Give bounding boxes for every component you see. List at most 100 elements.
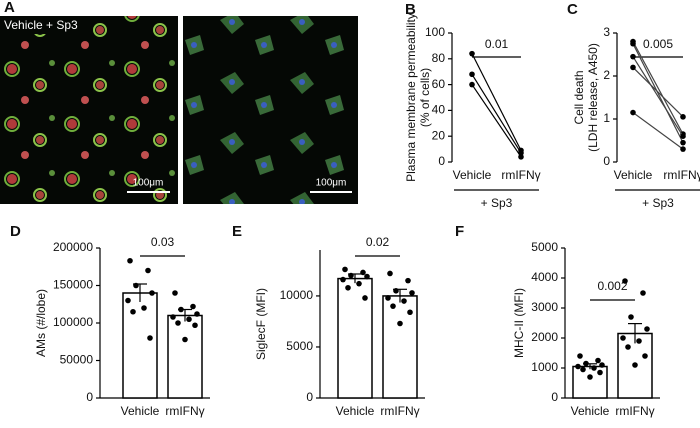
y-tick-label: 80 [432,51,446,65]
data-point [178,306,184,313]
data-point [644,326,650,332]
y-tick-label: 50000 [60,353,94,367]
data-point [130,308,136,315]
y-tick-label: 2 [603,68,610,82]
y-axis-label: SiglecF (MFI) [254,288,268,360]
data-point [599,362,605,368]
x-tick-label: rmIFNγ [501,168,540,182]
p-value: 0.002 [597,279,627,293]
panel-letter: C [567,1,578,18]
data-point [640,290,646,296]
data-point [636,338,642,344]
paired-line [632,41,684,135]
data-point [680,114,686,120]
y-tick-label: 0 [86,390,93,404]
y-axis-label: AMs (#/lobe) [34,289,48,357]
data-point [630,64,636,71]
y-axis-label: Plasma membrane permeability [404,13,418,182]
data-point [595,357,601,364]
data-point [345,284,351,291]
data-point [362,295,368,301]
y-axis-label: MHC-II (MFI) [512,288,526,358]
data-point [348,272,354,279]
data-point [632,362,638,368]
x-tick-label: Vehicle [614,168,653,182]
data-point [360,269,366,276]
data-point [385,295,391,301]
data-point [186,316,192,323]
data-point [680,139,686,146]
y-tick-label: 0 [306,390,313,404]
micrograph-cells [0,16,178,204]
data-point [172,290,178,296]
paired-line [632,43,684,143]
panel-letter: F [455,223,464,240]
data-point [141,305,147,311]
x-tick-label: Vehicle [121,404,160,418]
y-tick-label: 2000 [531,330,558,344]
scale-bar-label: 100μm [133,178,164,189]
y-tick-label: 5000 [531,240,558,254]
y-tick-label: 1000 [531,360,558,374]
image-label: Vehicle + Sp3 [4,18,78,32]
data-point [342,266,348,273]
data-point [577,353,583,359]
y-tick-label: 0 [551,390,558,404]
p-value: 0.02 [366,235,390,249]
panel-letter: B [405,1,416,18]
y-tick-label: 3 [603,25,610,39]
y-axis-label: (% of cells) [418,68,432,127]
paired-line [471,53,522,151]
data-point [147,335,153,341]
paired-line [632,56,684,137]
y-tick-label: 200000 [53,240,93,254]
data-point [622,278,628,284]
data-point [190,303,196,310]
scale-bar-label: 100μm [316,178,347,189]
data-point [356,280,362,287]
x-tick-label: rmIFNγ [380,404,419,418]
data-point [642,353,648,359]
data-point [397,320,403,327]
data-point [469,50,475,57]
data-point [125,297,131,304]
data-point [340,276,346,283]
data-point [149,290,155,296]
y-tick-label: 0 [438,154,445,168]
data-point [407,309,413,316]
x-tick-label: rmIFNγ [165,404,204,418]
data-point [628,314,634,320]
data-point [680,133,686,139]
micrograph-cells [183,16,358,204]
y-axis-label: (LDH release, A450) [586,43,600,152]
data-point [390,303,396,309]
data-point [591,365,597,371]
data-point [364,273,370,280]
y-tick-label: 100 [425,25,445,39]
panel-letter: E [232,223,242,240]
y-tick-label: 150000 [53,278,93,292]
data-point [393,288,399,294]
data-point [575,363,581,370]
data-point [469,71,475,78]
x-tick-label: rmIFNγ [615,404,654,418]
y-axis-label: Cell death [572,70,586,124]
bar [122,292,158,399]
paired-line [471,73,522,154]
x-tick-label: Vehicle [336,404,375,418]
data-point [170,314,176,320]
data-point [630,40,636,47]
data-point [630,109,636,116]
data-point [175,320,181,326]
label-backdrop [0,16,80,34]
data-point [680,146,686,152]
group-label: + Sp3 [642,196,674,210]
data-point [192,322,198,329]
y-tick-label: 1 [603,111,610,125]
data-point [182,336,188,343]
panel-letter: A [4,0,15,16]
p-value: 0.005 [643,37,673,51]
group-label: + Sp3 [481,196,513,210]
